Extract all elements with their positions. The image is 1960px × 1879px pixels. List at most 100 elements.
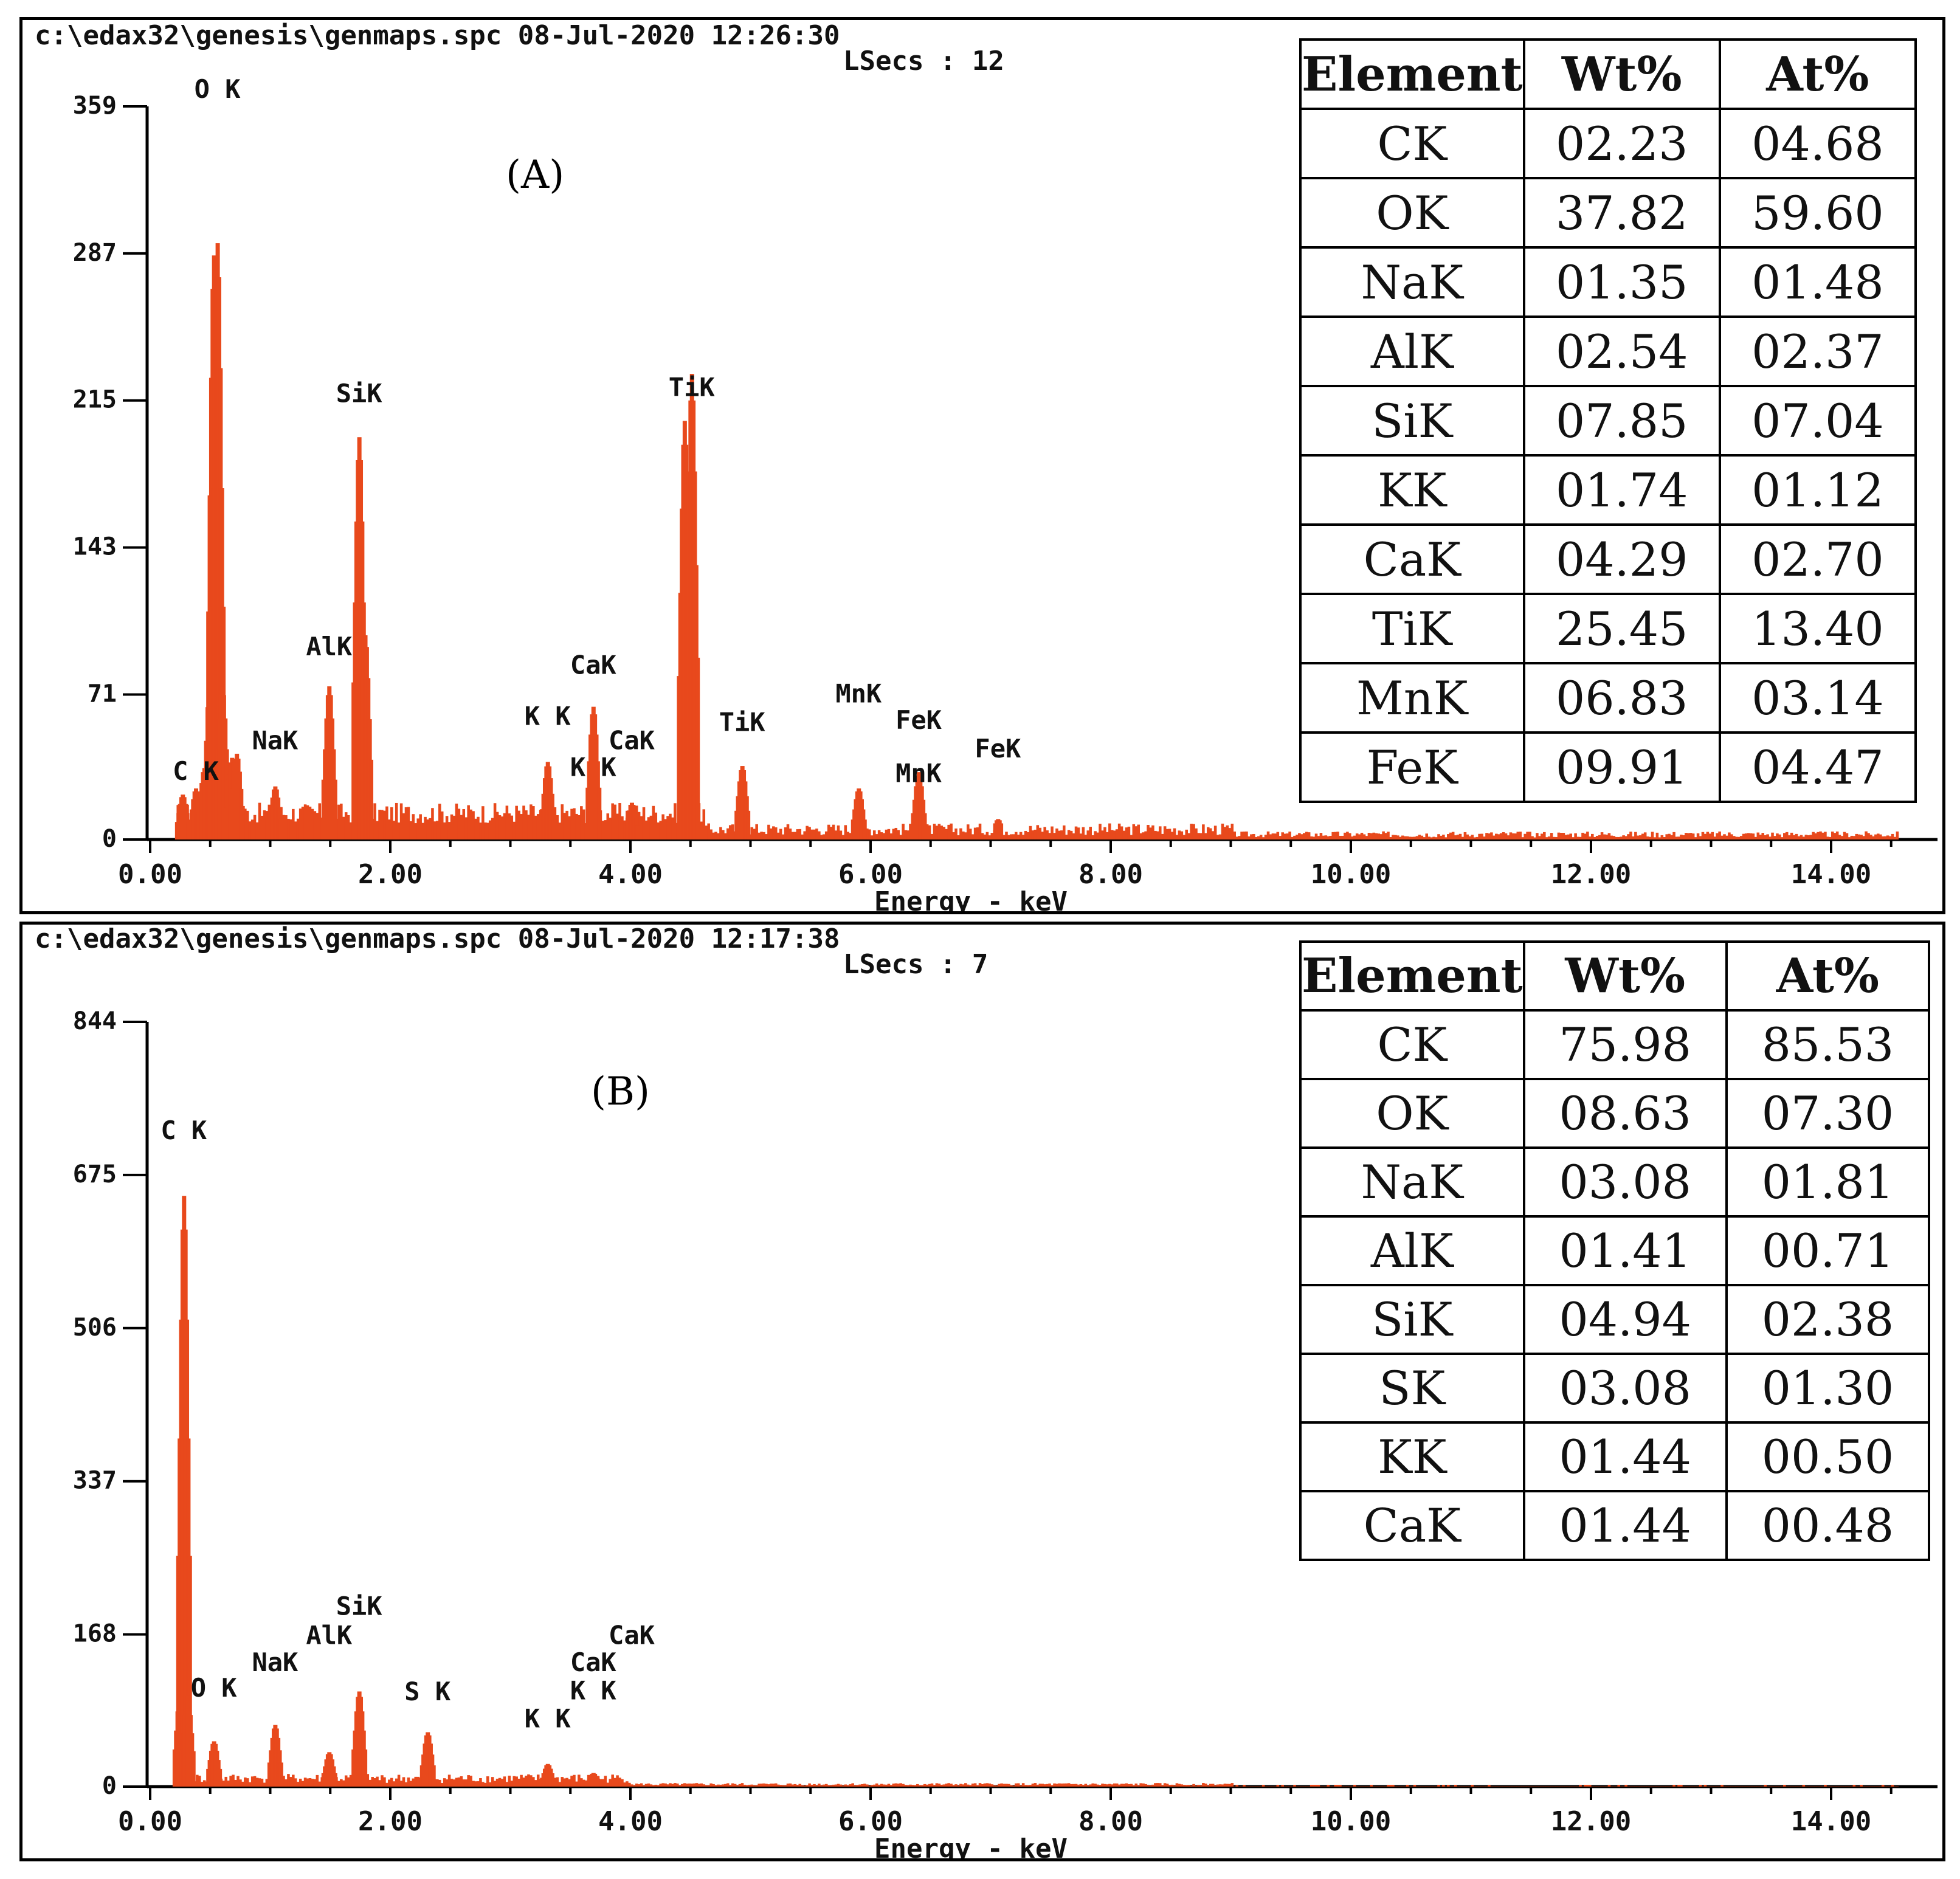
spectrum-bin xyxy=(868,1785,871,1787)
spectrum-bin xyxy=(872,830,876,840)
spectrum-bin xyxy=(1286,833,1289,840)
table-cell: CaK xyxy=(1299,523,1525,595)
spectrum-bin xyxy=(1031,1784,1035,1787)
spectrum-bin xyxy=(657,822,660,840)
spectrum-bin xyxy=(573,1774,576,1787)
spectrum-bin xyxy=(671,1784,674,1787)
spectrum-bin xyxy=(1228,828,1232,840)
spectrum-bin xyxy=(920,1785,924,1787)
spectrum-bin xyxy=(1603,834,1606,840)
spectrum-bin xyxy=(1523,833,1527,840)
spectrum-bin xyxy=(311,1779,314,1787)
x-tick-label: 10.00 xyxy=(1311,1806,1391,1837)
spectrum-bin xyxy=(1840,836,1844,840)
spectrum-bin xyxy=(1077,1784,1080,1787)
table-cell: CaK xyxy=(1299,1490,1525,1561)
spectrum-bin xyxy=(623,1782,626,1787)
spectrum-bin xyxy=(383,810,386,840)
x-tick-label: 12.00 xyxy=(1551,859,1631,890)
spectrum-bin xyxy=(1392,1785,1395,1787)
spectrum-bin xyxy=(968,829,972,840)
spectrum-bin xyxy=(508,1776,511,1787)
table-cell: 03.08 xyxy=(1522,1146,1728,1218)
spectrum-bin xyxy=(1545,837,1548,840)
spectrum-bin xyxy=(937,824,941,840)
spectrum-bin xyxy=(818,831,821,840)
spectrum-bin xyxy=(863,1784,866,1787)
spectrum-bin xyxy=(301,806,305,840)
spectrum-bin xyxy=(1877,833,1880,840)
spectrum-bin xyxy=(525,1776,528,1787)
spectrum-bin xyxy=(866,1784,869,1787)
spectrum-bin xyxy=(1029,1785,1032,1787)
table-cell: FeK xyxy=(1299,731,1525,803)
spectrum-bin xyxy=(1480,833,1483,840)
spectrum-bin xyxy=(750,827,754,840)
spectrum-bin xyxy=(700,1783,703,1787)
spectrum-bin xyxy=(1021,1783,1025,1787)
spectrum-bin xyxy=(616,813,619,840)
peak-bar xyxy=(363,1749,368,1787)
spectrum-bin xyxy=(491,818,494,840)
spectrum-peak xyxy=(179,1695,196,1787)
spectrum-bin xyxy=(1629,832,1632,840)
spectrum-file-header: c:\edax32\genesis\genmaps.spc 08-Jul-202… xyxy=(35,925,840,954)
spectrum-bin xyxy=(1296,835,1299,840)
spectrum-bin xyxy=(1797,836,1801,840)
spectrum-bin xyxy=(1804,835,1808,840)
x-axis-label: Energy - keV xyxy=(874,886,1068,911)
spectrum-bin xyxy=(1108,823,1111,840)
spectrum-bin xyxy=(1154,830,1157,840)
table-cell: CK xyxy=(1299,108,1525,179)
spectrum-bin xyxy=(1238,836,1241,840)
spectrum-bin xyxy=(381,1775,384,1787)
spectrum-bin xyxy=(515,1776,518,1787)
spectrum-bin xyxy=(1862,836,1865,840)
spectrum-bin xyxy=(957,835,960,840)
spectrum-bin xyxy=(1010,834,1013,840)
spectrum-bin xyxy=(1672,1785,1675,1787)
peak-bar xyxy=(333,779,337,840)
spectrum-bin xyxy=(1029,826,1032,840)
spectrum-bin xyxy=(1060,830,1063,840)
spectrum-bin xyxy=(947,824,950,840)
spectrum-bin xyxy=(978,1783,982,1787)
spectrum-bin xyxy=(484,1782,487,1787)
spectrum-bin xyxy=(1362,834,1366,840)
spectrum-bin xyxy=(1360,832,1364,840)
spectrum-bin xyxy=(1595,836,1599,840)
spectrum-bin xyxy=(282,1776,285,1787)
spectrum-bin xyxy=(1012,834,1015,840)
spectrum-bin xyxy=(801,1785,804,1787)
spectrum-bin xyxy=(889,833,893,840)
spectrum-bin xyxy=(1589,1785,1592,1787)
table-row: OK 08.63 07.30 xyxy=(1299,1078,1931,1149)
spectrum-bin xyxy=(200,1782,204,1787)
peak-label: TiK xyxy=(669,372,716,402)
spectrum-bin xyxy=(500,816,504,840)
spectrum-bin xyxy=(1072,1784,1075,1787)
spectrum-bin xyxy=(806,1785,809,1787)
spectrum-bin xyxy=(460,815,463,840)
spectrum-bin xyxy=(414,1776,418,1787)
spectrum-bin xyxy=(366,1774,370,1787)
spectrum-file-header: c:\edax32\genesis\genmaps.spc 08-Jul-202… xyxy=(35,20,840,51)
table-cell: SK xyxy=(1299,1353,1525,1424)
spectrum-bin xyxy=(1860,1785,1863,1787)
spectrum-bin xyxy=(798,1784,802,1787)
spectrum-bin xyxy=(1819,831,1822,840)
spectrum-bin xyxy=(844,825,847,840)
spectrum-bin xyxy=(316,1774,319,1787)
spectrum-bin xyxy=(820,835,823,840)
spectrum-bin xyxy=(1444,837,1448,840)
spectrum-bin xyxy=(399,1781,403,1787)
spectrum-bin xyxy=(609,1779,612,1787)
spectrum-bin xyxy=(234,1779,237,1787)
spectrum-bin xyxy=(676,1783,679,1787)
spectrum-bin xyxy=(202,1780,206,1787)
spectrum-bin xyxy=(998,1784,1001,1787)
peak-bar xyxy=(999,823,1004,840)
spectrum-bin xyxy=(971,1784,975,1787)
spectrum-bin xyxy=(909,1784,912,1787)
table-cell: 00.71 xyxy=(1725,1215,1931,1286)
